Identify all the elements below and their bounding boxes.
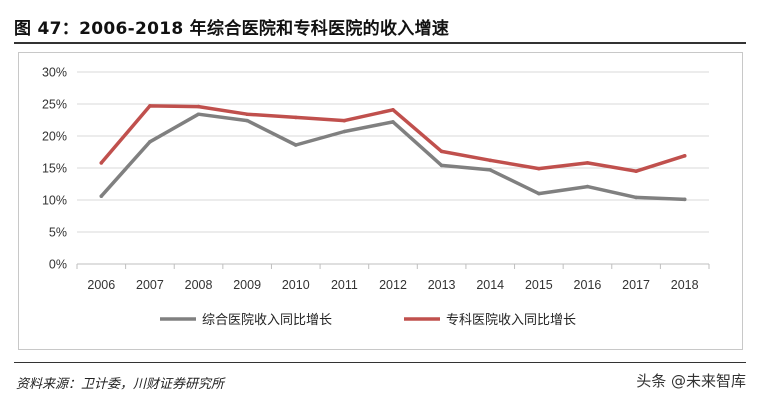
x-tick-label: 2013 [428, 278, 456, 292]
data-point [682, 197, 687, 202]
data-point [196, 104, 201, 109]
line-chart: 0% 5% 10% 15% 20% 25% 30% 2006 2007 2008 2009 2010 2… [42, 66, 710, 328]
data-point [682, 154, 687, 158]
data-point [245, 118, 249, 123]
series-line-general-hospital [99, 112, 687, 202]
y-tick-label: 20% [42, 130, 67, 144]
data-point [293, 143, 298, 147]
watermark: 头条 @未来智库 [636, 372, 746, 390]
x-tick-label: 2008 [185, 278, 213, 292]
x-tick-label: 2010 [282, 278, 310, 292]
x-tick-label: 2007 [136, 278, 164, 292]
x-tick-label: 2016 [574, 278, 602, 292]
data-point [148, 104, 152, 108]
series-line-specialty-hospital [99, 104, 687, 173]
x-tick-label: 2018 [671, 278, 699, 292]
y-tick-label: 10% [42, 194, 67, 208]
data-point [439, 149, 444, 154]
data-point [342, 129, 347, 134]
y-tick-label: 0% [49, 258, 67, 272]
data-point [99, 161, 104, 165]
x-tick-label: 2011 [331, 278, 358, 292]
y-tick-label: 25% [42, 98, 67, 112]
data-point [537, 191, 541, 196]
data-point [245, 112, 249, 117]
legend-label: 综合医院收入同比增长 [202, 313, 332, 328]
top-rule [14, 42, 746, 44]
x-tick-label: 2017 [622, 278, 650, 292]
bottom-rule [14, 362, 746, 363]
data-point [391, 120, 395, 124]
data-point [585, 184, 590, 189]
data-point [99, 194, 104, 198]
x-tick-label: 2006 [87, 278, 115, 292]
data-point [342, 118, 347, 123]
figure-header: 图 47：2006-2018 年综合医院和专科医院的收入增速 [14, 6, 746, 40]
figure-title: 图 47：2006-2018 年综合医院和专科医院的收入增速 [14, 19, 450, 39]
chart-frame: 0% 5% 10% 15% 20% 25% 30% 2006 2007 2008 2009 2010 2… [18, 52, 743, 350]
data-point [293, 115, 298, 120]
x-tick-label: 2014 [476, 278, 504, 292]
y-tick-label: 15% [42, 162, 67, 176]
x-tick-label: 2015 [525, 278, 553, 292]
data-point [634, 169, 638, 173]
data-point [196, 112, 201, 117]
legend-label: 专科医院收入同比增长 [446, 313, 576, 328]
data-point [439, 163, 444, 168]
y-tick-label: 5% [49, 226, 67, 240]
data-point [391, 107, 395, 112]
data-point [537, 166, 541, 171]
source-note: 资料来源：卫计委，川财证券研究所 [16, 377, 225, 392]
data-point [488, 158, 493, 163]
x-tick-label: 2012 [379, 278, 407, 292]
data-point [488, 168, 493, 172]
data-point [585, 161, 590, 165]
x-tick-label: 2009 [233, 278, 261, 292]
data-point [634, 195, 638, 200]
data-point [148, 139, 152, 144]
y-tick-label: 30% [42, 66, 67, 80]
